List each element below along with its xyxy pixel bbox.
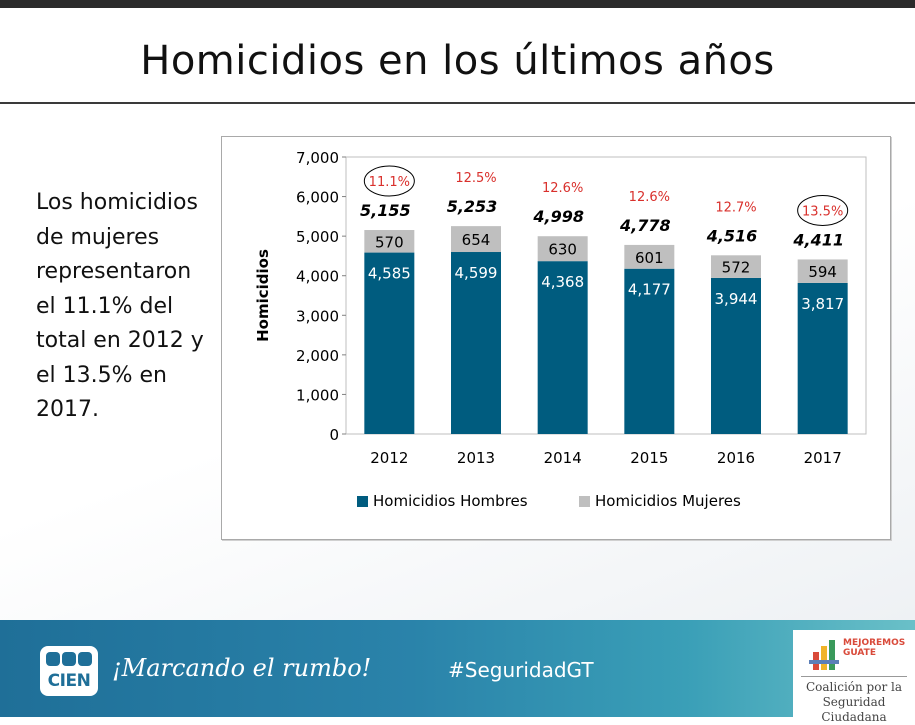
slide-title: Homicidios en los últimos años xyxy=(140,38,775,84)
plot-area xyxy=(345,156,867,435)
y-tick-label: 7,000 xyxy=(296,149,339,167)
y-axis-title: Homicidios xyxy=(254,249,272,342)
coalition-divider xyxy=(801,676,907,677)
y-tick-label: 4,000 xyxy=(296,268,339,286)
total-label: 5,155 xyxy=(360,201,411,220)
cien-logo: CIEN xyxy=(40,646,98,696)
bar-men-label: 4,599 xyxy=(455,264,498,282)
bar-women-label: 570 xyxy=(375,233,404,251)
legend-swatch-men xyxy=(357,496,368,507)
bar-women-2013 xyxy=(451,226,501,253)
highlight-circle xyxy=(797,194,849,226)
summary-text: Los homicidios de mujeres representaron … xyxy=(36,190,204,422)
bar-women-label: 572 xyxy=(722,259,751,277)
bar-men-label: 4,177 xyxy=(628,281,671,299)
bar-men-2012 xyxy=(364,252,415,434)
female-share-label: 13.5% xyxy=(802,204,843,219)
bar-women-2015 xyxy=(624,244,675,269)
bar-women-label: 594 xyxy=(808,263,837,281)
bar-women-2014 xyxy=(537,236,588,262)
chart-panel: 0 1,000 2,000 3,000 4,000 5,000 6,000 7,000 Homi… xyxy=(221,136,891,540)
y-tick-label: 6,000 xyxy=(296,189,339,207)
top-bar xyxy=(0,0,915,8)
highlight-circle xyxy=(363,165,415,197)
total-label: 5,253 xyxy=(447,197,498,216)
bar-women-2016 xyxy=(711,255,761,278)
bar-women-label: 630 xyxy=(548,241,577,259)
x-tick-label: 2013 xyxy=(457,449,495,467)
y-tick-label: 5,000 xyxy=(296,228,339,246)
y-tick-label: 1,000 xyxy=(296,386,339,404)
title-divider xyxy=(0,102,915,104)
bar-women-label: 601 xyxy=(635,249,664,267)
bar-men-label: 3,817 xyxy=(801,295,844,313)
total-label: 4,411 xyxy=(792,230,844,249)
cien-logo-text: CIEN xyxy=(47,671,91,691)
bar-men-label: 4,585 xyxy=(368,265,411,283)
female-share-label: 12.7% xyxy=(715,200,756,215)
x-tick-label: 2015 xyxy=(630,449,668,467)
x-tick-label: 2016 xyxy=(717,449,755,467)
bar-men-2015 xyxy=(624,268,675,434)
bar-men-2013 xyxy=(451,252,501,434)
x-tick-label: 2017 xyxy=(804,449,842,467)
female-share-label: 12.6% xyxy=(542,181,583,196)
coalition-logo: MEJOREMOS GUATE Coalición por la Segurid… xyxy=(793,630,915,724)
bar-men-2017 xyxy=(797,282,848,434)
bar-men-2016 xyxy=(711,277,761,434)
y-tick-label: 3,000 xyxy=(296,307,339,325)
hashtag: #SeguridadGT xyxy=(448,658,594,682)
legend-label-men: Homicidios Hombres xyxy=(373,492,528,510)
female-share-label: 12.5% xyxy=(455,171,496,186)
x-tick-label: 2014 xyxy=(544,449,582,467)
y-tick-label: 2,000 xyxy=(296,347,339,365)
legend-label-women: Homicidios Mujeres xyxy=(595,492,741,510)
stacked-bar-chart: 0 1,000 2,000 3,000 4,000 5,000 6,000 7,000 Homi… xyxy=(254,149,867,510)
legend-swatch-women xyxy=(579,496,590,507)
cien-logo-mark xyxy=(46,652,92,670)
total-label: 4,778 xyxy=(619,216,671,235)
female-share-label: 12.6% xyxy=(629,190,670,205)
slogan: ¡Marcando el rumbo! xyxy=(112,654,372,682)
bar-men-label: 3,944 xyxy=(715,290,758,308)
footer-banner: CIEN ¡Marcando el rumbo! #SeguridadGT ME… xyxy=(0,620,915,724)
coalition-mark-icon xyxy=(809,640,839,670)
female-share-label: 11.1% xyxy=(369,175,410,190)
bar-women-label: 654 xyxy=(462,231,491,249)
x-tick-label: 2012 xyxy=(370,449,408,467)
coalition-name: Coalición por la Seguridad Ciudadana xyxy=(805,680,902,724)
coalition-tag: MEJOREMOS GUATE xyxy=(843,638,906,658)
total-label: 4,516 xyxy=(706,226,758,245)
total-label: 4,998 xyxy=(532,207,584,226)
bar-women-2017 xyxy=(797,259,848,283)
bar-men-2014 xyxy=(537,261,588,434)
y-tick-label: 0 xyxy=(329,426,339,444)
bar-women-2012 xyxy=(364,230,415,253)
bar-men-label: 4,368 xyxy=(541,273,584,291)
